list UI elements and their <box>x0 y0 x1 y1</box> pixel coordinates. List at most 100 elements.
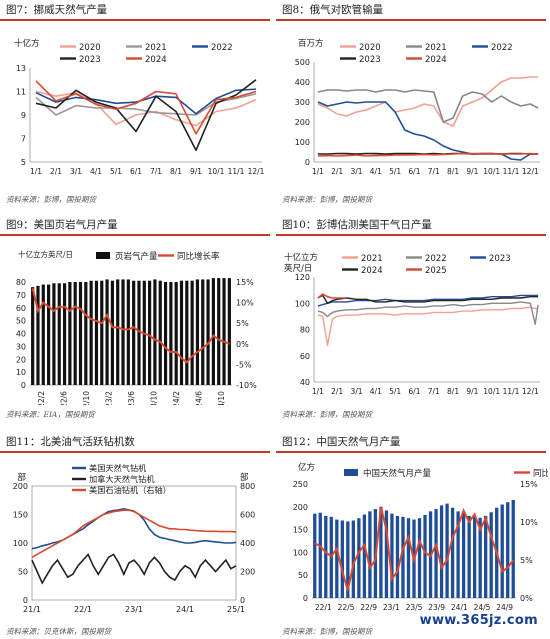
legend-label: 2024 <box>145 55 167 65</box>
bar <box>57 283 61 385</box>
bar <box>472 516 477 598</box>
y-tick-label: 400 <box>295 78 310 87</box>
x-tick-label: 5/1 <box>110 167 122 176</box>
bar <box>68 282 72 385</box>
bar <box>110 280 114 385</box>
y2-tick-label: 0% <box>236 340 249 349</box>
legend-label: 2022 <box>425 254 447 264</box>
bar <box>346 521 350 598</box>
y-tick-label: 200 <box>13 482 28 491</box>
panel-header: 图12：中国天然气月产量 <box>276 432 546 453</box>
bar <box>195 279 200 385</box>
y-tick-label: 50 <box>18 568 28 577</box>
bar <box>362 514 367 598</box>
y2-tick-label: 200 <box>240 568 255 577</box>
y-tick-label: 120 <box>295 273 310 282</box>
y-tick-label: 250 <box>293 480 308 489</box>
growth-line <box>31 287 230 364</box>
source-note: 资料来源：彭博，国投期货 <box>282 410 372 419</box>
bar <box>500 504 504 598</box>
x-tick-label: 11/1 <box>503 387 520 396</box>
y-tick-label: 11 <box>16 88 26 97</box>
y-tick-label: 200 <box>295 118 310 127</box>
x-tick-label: 24/1 <box>451 603 468 612</box>
series-line <box>35 88 257 115</box>
bar <box>100 280 104 385</box>
y-tick-label: 50 <box>16 317 26 326</box>
bar <box>121 279 125 385</box>
legend-label: 中国天然气月产量 <box>363 468 432 479</box>
bar <box>357 518 361 598</box>
bar <box>423 515 427 598</box>
bar <box>148 280 152 385</box>
bar <box>227 278 231 385</box>
x-tick-label: 22/1 <box>315 603 332 612</box>
bar <box>190 280 194 385</box>
x-tick-label: 7/1 <box>428 387 440 396</box>
y-tick-label: 0 <box>21 381 26 390</box>
x-tick-label: 22/10 <box>82 391 91 405</box>
x-tick-label: 22/5 <box>338 603 355 612</box>
panel-china-gas: 图12：中国天然气月产量 亿方 0 50 100 150 200 250 0% 5% 10% 15%… <box>276 432 550 639</box>
bar <box>206 279 210 385</box>
series-line <box>317 306 539 346</box>
x-tick-label: 11/1 <box>228 167 245 176</box>
y2-tick-label: 600 <box>240 511 255 520</box>
panel-title: 图7：挪威天然气产量 <box>6 4 108 16</box>
x-tick-label: 2/1 <box>50 167 62 176</box>
y-tick-label: 300 <box>295 98 310 107</box>
x-tick-label: 1/1 <box>312 167 324 176</box>
source-note: 资料来源：彭博，国投期货 <box>6 195 96 204</box>
y-axis-unit: 十亿立方英尺/日 <box>18 249 73 259</box>
series-line <box>31 552 237 585</box>
y-tick-label: 60 <box>16 304 26 313</box>
legend-label: 2020 <box>79 43 101 53</box>
x-tick-label: 23/1 <box>383 603 400 612</box>
x-tick-label: 5/1 <box>389 167 401 176</box>
y2-tick-label: 400 <box>240 539 255 548</box>
bar <box>73 282 77 385</box>
x-tick-label: 23/5 <box>406 603 423 612</box>
bar <box>489 512 493 598</box>
norway-gas-chart: 十亿方 5 7 9 11 13 1/1 2/1 3/1 4/1 5/1 6/1 7/1 8/1 9/1 10/… <box>14 38 265 176</box>
bar <box>379 506 383 598</box>
legend-label: 2025 <box>425 266 447 276</box>
bar <box>179 280 184 385</box>
y-tick-label: 150 <box>13 511 28 520</box>
bar <box>158 280 162 385</box>
x-tick-label: 24/6 <box>194 391 203 405</box>
y-axis-unit: 英尺/日 <box>284 263 312 274</box>
y2-tick-label: 5% <box>520 556 533 565</box>
x-tick-label: 24/10 <box>217 391 226 405</box>
x-tick-label: 8/1 <box>447 387 459 396</box>
series-line <box>31 507 237 550</box>
x-tick-label: 2/1 <box>331 167 343 176</box>
legend-label: 同比增长率 <box>177 251 220 262</box>
panel-us-dry-gas: 图10：彭博估测美国干气日产量 英尺/日 十亿立方 40 60 80 100 120 1/1 2… <box>276 215 550 425</box>
bar <box>89 280 93 385</box>
bar <box>36 285 40 385</box>
bar <box>390 513 394 598</box>
y-tick-label: 100 <box>293 548 308 557</box>
x-tick-label: 22/1 <box>74 605 92 614</box>
series-line <box>35 80 257 135</box>
legend-label: 2023 <box>79 55 101 65</box>
panel-rig-count: 图11：北美油气活跃钻机数 部 部 0 50 100 150 200 0 200 400 600 80… <box>0 432 275 639</box>
series-line <box>317 101 539 161</box>
bar <box>318 512 322 598</box>
bar <box>137 280 141 385</box>
series-line <box>317 89 539 123</box>
bar <box>450 507 455 598</box>
watermark: www.365jz.com <box>415 612 542 629</box>
panel-header: 图9：美国页岩气月产量 <box>0 215 270 236</box>
y-axis-unit: 部 <box>17 472 26 483</box>
bar <box>335 519 339 598</box>
y2-tick-label: 15% <box>236 278 254 287</box>
bar <box>401 516 405 598</box>
y-tick-label: 10 <box>16 368 26 377</box>
y-tick-label: 9 <box>21 111 26 120</box>
series-line <box>317 152 539 157</box>
bar <box>84 282 88 385</box>
legend-swatch <box>96 252 110 259</box>
x-tick-label: 6/1 <box>408 387 420 396</box>
